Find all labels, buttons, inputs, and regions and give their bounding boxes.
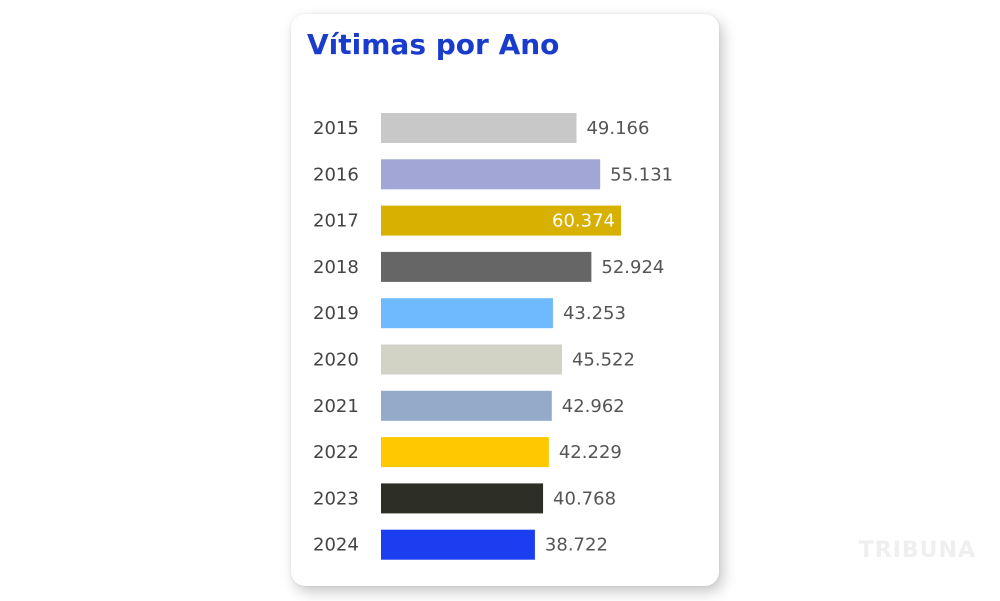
value-label: 40.768	[553, 488, 616, 509]
year-label: 2023	[313, 488, 359, 509]
bar-2015	[381, 113, 577, 143]
watermark: TRIBUNA	[858, 538, 976, 563]
year-label: 2017	[313, 211, 359, 232]
year-label: 2019	[313, 303, 359, 324]
year-label: 2024	[313, 535, 359, 556]
value-label: 52.924	[601, 257, 664, 278]
year-label: 2021	[313, 396, 359, 417]
bar-2019	[381, 298, 553, 329]
value-label: 60.374	[552, 211, 615, 232]
value-label: 43.253	[563, 303, 626, 324]
bar-2018	[381, 251, 592, 282]
year-label: 2022	[313, 442, 359, 463]
year-label: 2018	[313, 257, 359, 278]
bar-2023	[381, 483, 544, 514]
year-label: 2016	[313, 164, 359, 185]
bar-2020	[381, 344, 562, 375]
value-label: 49.166	[586, 118, 649, 139]
bar-2017	[381, 205, 621, 236]
value-label: 45.522	[572, 350, 635, 371]
bar-2021	[381, 390, 552, 421]
value-label: 42.962	[562, 396, 625, 417]
year-label: 2015	[313, 118, 359, 139]
chart-title: Vítimas por Ano	[307, 28, 560, 61]
bar-2022	[381, 437, 549, 468]
bar-2016	[381, 159, 601, 190]
value-label: 55.131	[610, 164, 673, 185]
chart-card: Vítimas por Ano 2015 49.166 2016 55.131 2017…	[291, 14, 719, 586]
value-label: 42.229	[559, 442, 622, 463]
bar-chart: 2015 49.166 2016 55.131 2017 60.374 2018 52.924…	[313, 113, 673, 560]
value-label: 38.722	[545, 535, 608, 556]
bar-2024	[381, 529, 535, 560]
year-label: 2020	[313, 350, 359, 371]
